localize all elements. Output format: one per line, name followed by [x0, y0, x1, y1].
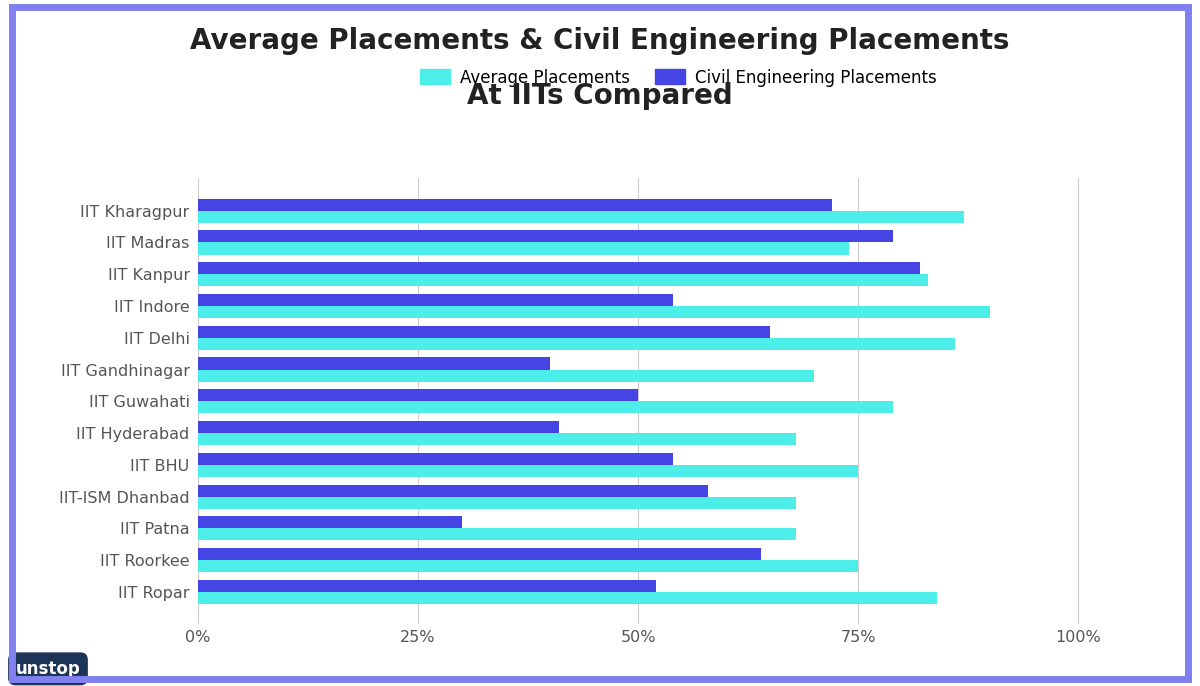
- Bar: [198, 401, 893, 414]
- Bar: [198, 592, 937, 604]
- Text: unstop: unstop: [16, 660, 80, 678]
- Bar: [198, 548, 761, 560]
- Bar: [198, 294, 673, 306]
- Bar: [198, 338, 955, 350]
- Bar: [198, 580, 655, 592]
- Bar: [198, 528, 797, 541]
- Bar: [198, 453, 673, 465]
- Bar: [198, 465, 858, 477]
- Bar: [198, 357, 550, 370]
- Bar: [198, 433, 797, 445]
- Bar: [198, 211, 964, 223]
- Bar: [198, 497, 797, 509]
- Bar: [198, 484, 708, 497]
- Bar: [198, 421, 559, 433]
- Legend: Average Placements, Civil Engineering Placements: Average Placements, Civil Engineering Pl…: [414, 62, 943, 93]
- Bar: [198, 517, 462, 528]
- Bar: [198, 326, 770, 338]
- Text: Average Placements & Civil Engineering Placements: Average Placements & Civil Engineering P…: [191, 27, 1009, 56]
- Bar: [198, 560, 858, 572]
- Bar: [198, 262, 919, 274]
- Bar: [198, 389, 638, 401]
- Bar: [198, 242, 850, 255]
- Bar: [198, 199, 832, 211]
- Bar: [198, 274, 929, 286]
- Bar: [198, 306, 990, 318]
- Text: At IITs Compared: At IITs Compared: [467, 82, 733, 110]
- Bar: [198, 370, 814, 381]
- Bar: [198, 230, 893, 242]
